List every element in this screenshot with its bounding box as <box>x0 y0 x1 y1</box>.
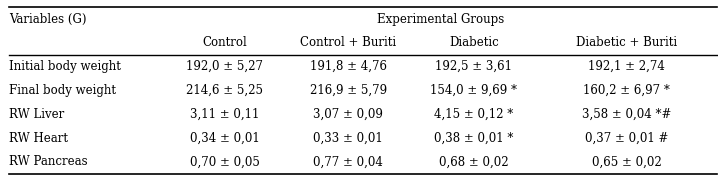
Text: 0,33 ± 0,01: 0,33 ± 0,01 <box>313 132 383 145</box>
Text: RW Heart: RW Heart <box>9 132 67 145</box>
Text: Final body weight: Final body weight <box>9 84 116 97</box>
Text: 191,8 ± 4,76: 191,8 ± 4,76 <box>309 60 387 73</box>
Text: 3,11 ± 0,11: 3,11 ± 0,11 <box>190 108 259 121</box>
Text: 0,70 ± 0,05: 0,70 ± 0,05 <box>190 155 260 168</box>
Text: 192,0 ± 5,27: 192,0 ± 5,27 <box>186 60 264 73</box>
Text: 0,77 ± 0,04: 0,77 ± 0,04 <box>313 155 383 168</box>
Text: Initial body weight: Initial body weight <box>9 60 121 73</box>
Text: 160,2 ± 6,97 *: 160,2 ± 6,97 * <box>584 84 670 97</box>
Text: Experimental Groups: Experimental Groups <box>376 13 504 26</box>
Text: 216,9 ± 5,79: 216,9 ± 5,79 <box>309 84 387 97</box>
Text: RW Liver: RW Liver <box>9 108 64 121</box>
Text: RW Pancreas: RW Pancreas <box>9 155 88 168</box>
Text: 154,0 ± 9,69 *: 154,0 ± 9,69 * <box>430 84 518 97</box>
Text: 0,68 ± 0,02: 0,68 ± 0,02 <box>439 155 508 168</box>
Text: Diabetic: Diabetic <box>449 36 499 49</box>
Text: 3,07 ± 0,09: 3,07 ± 0,09 <box>313 108 383 121</box>
Text: 192,5 ± 3,61: 192,5 ± 3,61 <box>435 60 513 73</box>
Text: 192,1 ± 2,74: 192,1 ± 2,74 <box>588 60 666 73</box>
Text: 4,15 ± 0,12 *: 4,15 ± 0,12 * <box>434 108 513 121</box>
Text: Diabetic + Buriti: Diabetic + Buriti <box>577 36 677 49</box>
Text: 0,34 ± 0,01: 0,34 ± 0,01 <box>190 132 260 145</box>
Text: 0,38 ± 0,01 *: 0,38 ± 0,01 * <box>434 132 513 145</box>
Text: Control: Control <box>202 36 247 49</box>
Text: 0,37 ± 0,01 #: 0,37 ± 0,01 # <box>585 132 668 145</box>
Text: 0,65 ± 0,02: 0,65 ± 0,02 <box>592 155 662 168</box>
Text: Control + Buriti: Control + Buriti <box>300 36 396 49</box>
Text: 3,58 ± 0,04 *#: 3,58 ± 0,04 *# <box>582 108 671 121</box>
Text: 214,6 ± 5,25: 214,6 ± 5,25 <box>186 84 264 97</box>
Text: Variables (G): Variables (G) <box>9 13 86 26</box>
